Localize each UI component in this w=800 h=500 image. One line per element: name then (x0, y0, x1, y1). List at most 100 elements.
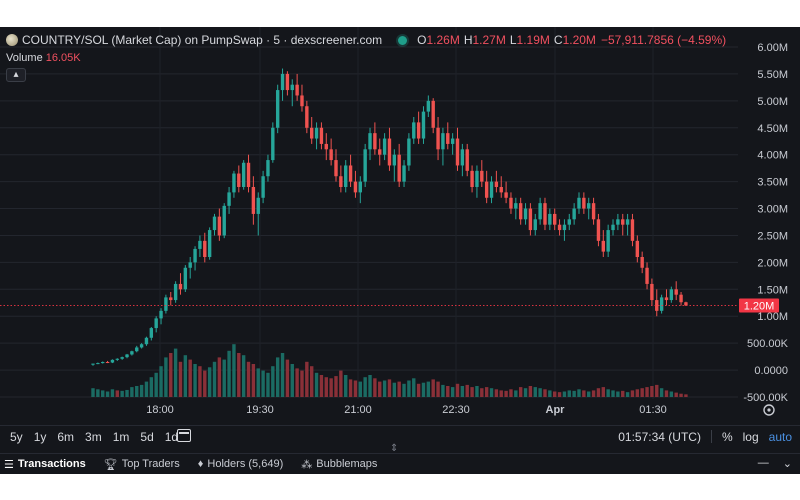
volume-bar (548, 390, 552, 397)
y-tick-label: 5.50M (757, 69, 788, 81)
volume-bar (621, 390, 625, 397)
volume-bar (465, 384, 469, 397)
candle-body (514, 203, 518, 209)
settings-icon[interactable] (763, 404, 775, 416)
y-tick-label: 0.0000 (754, 365, 788, 377)
log-toggle[interactable]: log (742, 430, 759, 444)
y-tick-label: 1.50M (757, 284, 788, 296)
volume-bar (173, 348, 178, 397)
candle-body (285, 73, 290, 91)
tab-top-traders[interactable]: 🏆︎ Top Traders (104, 458, 180, 471)
minimize-icon[interactable]: — (757, 457, 769, 469)
y-tick-label: 500.00K (747, 338, 789, 350)
resize-handle-icon[interactable]: ⇕ (390, 443, 399, 454)
range-5y-button[interactable]: 5y (10, 430, 23, 444)
volume-bar (606, 389, 610, 397)
tab-transactions[interactable]: ☰ Transactions (4, 458, 86, 471)
volume-bar (441, 384, 445, 397)
range-selector: 5y 1y 6m 3m 1m 5d 1d (10, 430, 189, 444)
auto-toggle[interactable]: auto (768, 430, 792, 444)
volume-bar (256, 368, 260, 397)
candle-body (504, 192, 508, 198)
candle-body (222, 205, 226, 236)
low-value: 1.19M (516, 33, 550, 47)
chart-title: COUNTRY/SOL (Market Cap) on PumpSwap · 5… (22, 33, 383, 47)
candle-body (509, 197, 513, 209)
y-tick-label: 3.50M (757, 177, 788, 189)
candle-body (295, 84, 299, 96)
candle-body (611, 224, 615, 231)
candle-body (431, 100, 435, 128)
volume-bar (96, 389, 100, 397)
x-tick-label: 22:30 (442, 404, 470, 416)
volume-bar (446, 386, 450, 397)
candle-body (489, 181, 494, 198)
tab-bubblemaps[interactable]: ⁂ Bubblemaps (301, 458, 377, 471)
percent-toggle[interactable]: % (721, 430, 733, 444)
candle-body (412, 122, 416, 139)
candle-body (606, 230, 610, 252)
candle-body (533, 219, 537, 231)
low-label: L (509, 33, 517, 47)
volume-bar (169, 353, 173, 397)
x-tick-label: 21:00 (344, 404, 372, 416)
candle-body (305, 106, 309, 128)
volume-bar (271, 366, 275, 397)
volume-bar (392, 382, 397, 397)
volume-bar (518, 387, 523, 397)
volume-label: Volume (6, 52, 43, 64)
volume-bar (591, 390, 596, 397)
candle-body (436, 127, 440, 150)
toolbar-right: 01:57:34 (UTC) % log auto (608, 430, 792, 444)
volume-bar (577, 389, 581, 397)
candles (91, 68, 688, 366)
range-1d-button[interactable]: 1d (164, 430, 179, 444)
x-tick-label: 18:00 (146, 404, 174, 416)
range-1y-button[interactable]: 1y (33, 430, 47, 444)
volume-bar (611, 390, 615, 397)
candle-body (674, 289, 678, 295)
candle-body (470, 170, 474, 187)
candle-body (105, 362, 110, 363)
candle-body (538, 203, 542, 220)
volume-bar (378, 381, 382, 397)
volume-bar (334, 376, 338, 397)
range-3m-button[interactable]: 3m (85, 430, 102, 444)
candlestick-chart[interactable]: 6.00M 5.50M 5.00M 4.50M 4.00M 3.50M 3.00M 2.50M… (0, 27, 800, 447)
candle-body (402, 165, 406, 182)
volume-bar (280, 353, 285, 397)
candle-body (455, 138, 460, 166)
chevron-down-icon[interactable]: ⌄ (782, 458, 792, 470)
candle-body (144, 337, 149, 345)
candle-body (271, 127, 275, 161)
high-value: 1.27M (472, 33, 506, 47)
candle-body (368, 133, 372, 150)
diamond-icon: ♦ (197, 458, 204, 470)
tab-holders[interactable]: ♦ Holders (5,649) (198, 458, 283, 470)
volume-bar (319, 375, 324, 397)
volume-bar (489, 388, 494, 397)
calendar-icon[interactable] (177, 429, 191, 442)
chevron-up-icon[interactable]: ▴ (6, 68, 26, 82)
volume-bar (470, 387, 474, 397)
candle-body (266, 160, 270, 177)
candle-body (378, 149, 382, 155)
volume-bar (130, 387, 134, 397)
candle-body (319, 127, 324, 144)
candle-body (655, 300, 659, 311)
volume-bar (207, 367, 212, 397)
candle-body (577, 197, 581, 209)
range-6m-button[interactable]: 6m (57, 430, 75, 444)
volume-bar (635, 389, 640, 397)
candle-body (246, 162, 251, 187)
candle-body (475, 170, 479, 187)
y-tick-label: 5.00M (757, 96, 788, 108)
candle-body (237, 173, 241, 187)
range-5d-button[interactable]: 5d (140, 430, 154, 444)
x-tick-label: Apr (546, 404, 566, 416)
range-1m-button[interactable]: 1m (112, 430, 130, 444)
y-tick-label: 2.50M (757, 230, 788, 242)
volume-bar (222, 359, 226, 397)
y-tick-label: 4.00M (757, 150, 788, 162)
candle-body (154, 318, 158, 329)
